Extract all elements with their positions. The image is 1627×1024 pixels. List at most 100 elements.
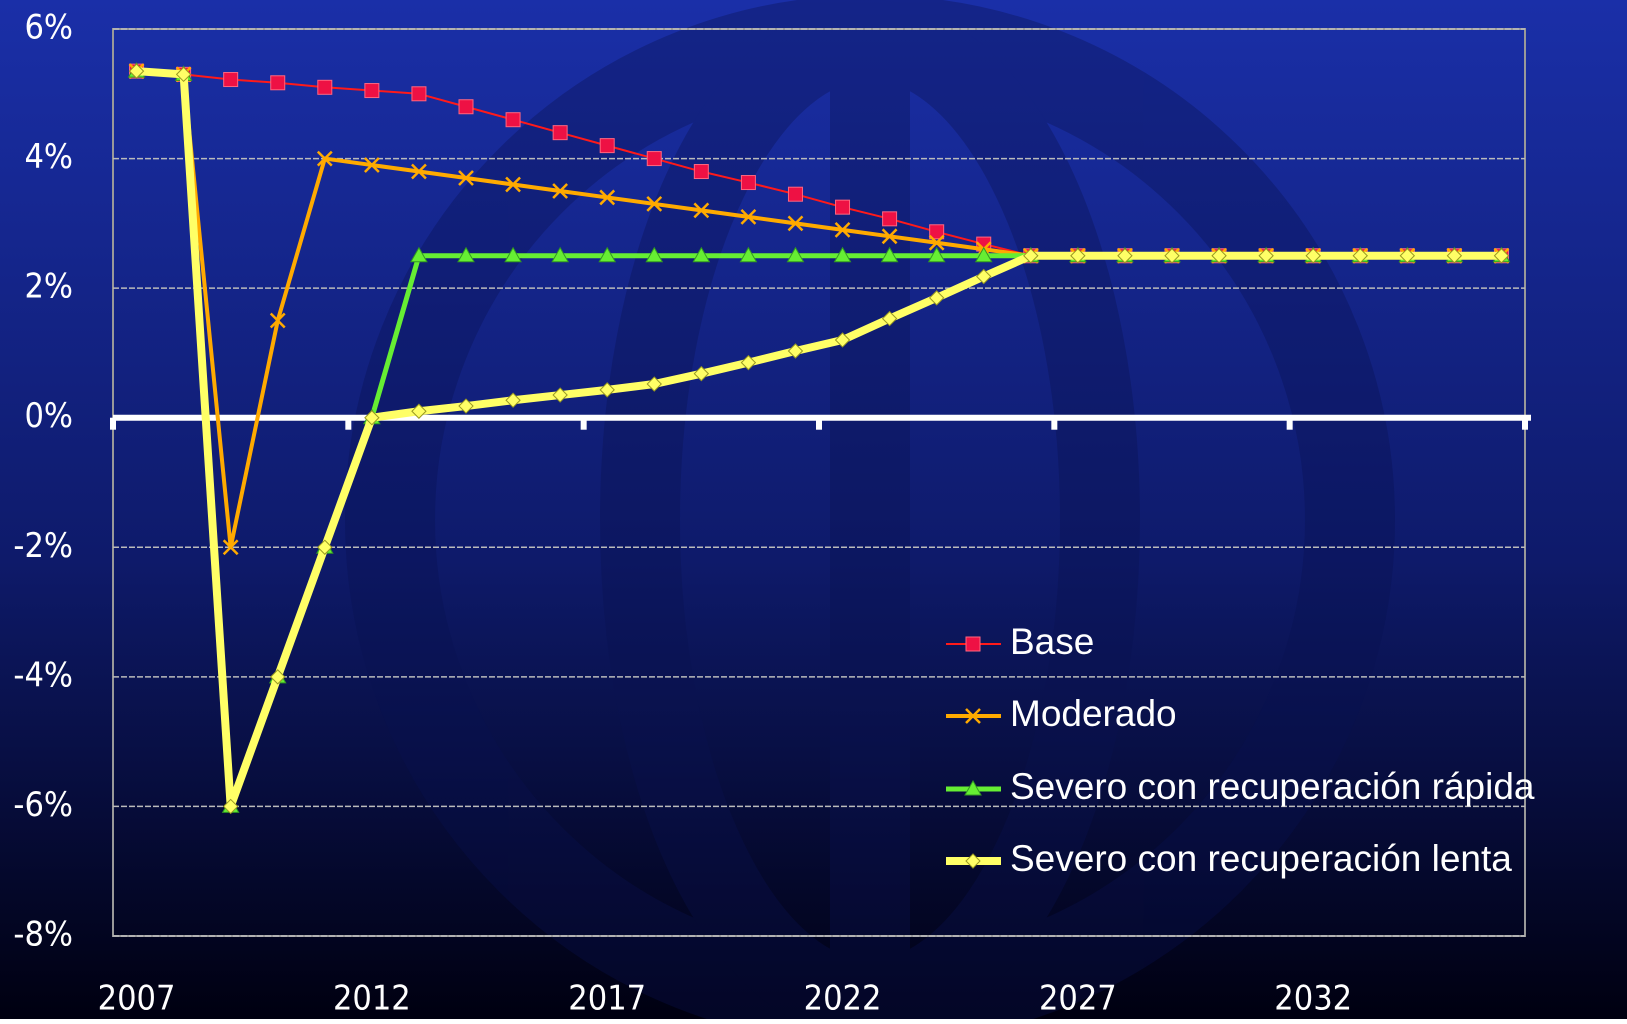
y-tick-label: -6% <box>13 785 73 825</box>
x-tick-label: 2007 <box>98 979 176 1019</box>
point-marker <box>1164 248 1180 264</box>
point-marker <box>1305 248 1321 264</box>
point-marker <box>1211 248 1227 264</box>
x-tick-label: 2017 <box>568 979 646 1019</box>
point-marker <box>646 196 663 212</box>
legend-marker <box>965 853 981 869</box>
point-marker <box>1493 248 1510 264</box>
point-marker <box>599 189 616 206</box>
point-marker <box>552 183 569 199</box>
point-marker <box>693 164 709 180</box>
point-marker <box>599 138 615 154</box>
point-marker <box>833 246 852 263</box>
point-marker <box>222 798 239 815</box>
y-tick-label: 6% <box>24 8 73 48</box>
point-marker <box>740 354 757 371</box>
point-marker <box>787 215 804 232</box>
point-marker <box>552 387 568 403</box>
point-marker <box>175 66 192 83</box>
point-marker <box>880 246 899 263</box>
point-marker <box>929 224 945 240</box>
globe-logo <box>345 0 1395 1024</box>
point-marker <box>928 290 945 306</box>
point-marker <box>1352 248 1368 264</box>
legend-label: Severo con recuperación rápida <box>1010 766 1535 807</box>
legend-label: Severo con recuperación lenta <box>1010 838 1512 879</box>
point-marker <box>740 208 757 225</box>
point-marker <box>458 398 474 414</box>
point-marker <box>1399 248 1416 264</box>
x-tick-label: 2022 <box>804 979 882 1019</box>
point-marker <box>646 376 662 392</box>
point-marker <box>410 246 428 263</box>
point-marker <box>834 221 851 238</box>
point-marker <box>270 669 286 685</box>
point-marker <box>739 246 758 263</box>
x-tick-label: 2032 <box>1274 979 1352 1019</box>
y-tick-label: -2% <box>13 526 73 566</box>
point-marker <box>551 246 569 263</box>
legend-marker <box>964 779 982 796</box>
point-marker <box>269 312 286 329</box>
point-marker <box>1023 248 1039 264</box>
point-marker <box>504 246 522 263</box>
point-marker <box>927 246 946 263</box>
point-marker <box>1258 248 1274 264</box>
point-marker <box>364 83 380 99</box>
point-marker <box>646 151 662 167</box>
point-marker <box>458 99 474 115</box>
point-marker <box>974 246 993 263</box>
point-marker <box>599 382 615 398</box>
legend-label: Moderado <box>1010 693 1177 734</box>
point-marker <box>411 86 427 102</box>
point-marker <box>316 150 333 167</box>
point-marker <box>552 125 568 141</box>
point-marker <box>693 202 710 219</box>
point-marker <box>740 175 756 191</box>
series-line <box>136 67 1502 811</box>
point-marker <box>458 170 474 186</box>
legend-marker <box>965 708 981 724</box>
point-marker <box>317 539 333 555</box>
point-marker <box>317 79 333 95</box>
point-marker <box>834 332 851 348</box>
point-marker <box>787 186 803 202</box>
y-tick-label: -8% <box>13 915 73 955</box>
point-marker <box>128 63 145 79</box>
point-marker <box>1446 248 1463 264</box>
point-marker <box>270 75 286 91</box>
point-marker <box>505 392 521 408</box>
x-tick-label: 2027 <box>1039 979 1117 1019</box>
y-tick-label: 2% <box>24 267 73 307</box>
point-marker <box>693 365 710 382</box>
point-marker <box>457 246 475 263</box>
point-marker <box>598 246 617 263</box>
point-marker <box>505 112 521 128</box>
point-marker <box>928 234 945 251</box>
y-tick-label: -4% <box>13 655 73 695</box>
point-marker <box>692 246 711 263</box>
point-marker <box>1117 248 1133 264</box>
point-marker <box>364 410 380 426</box>
y-tick-label: 4% <box>24 137 73 177</box>
point-marker <box>976 268 992 285</box>
point-marker <box>882 211 898 227</box>
point-marker <box>787 343 804 359</box>
point-marker <box>881 228 898 245</box>
point-marker <box>786 246 805 263</box>
legend-marker <box>965 636 981 652</box>
x-tick-label: 2012 <box>333 979 411 1019</box>
series <box>128 63 1510 815</box>
point-marker <box>223 72 239 88</box>
point-marker <box>222 539 239 556</box>
point-marker <box>363 157 380 173</box>
point-marker <box>505 176 521 193</box>
point-marker <box>1070 248 1086 264</box>
point-marker <box>881 310 898 327</box>
point-marker <box>645 246 664 263</box>
point-marker <box>411 403 427 419</box>
legend-label: Base <box>1010 621 1094 662</box>
